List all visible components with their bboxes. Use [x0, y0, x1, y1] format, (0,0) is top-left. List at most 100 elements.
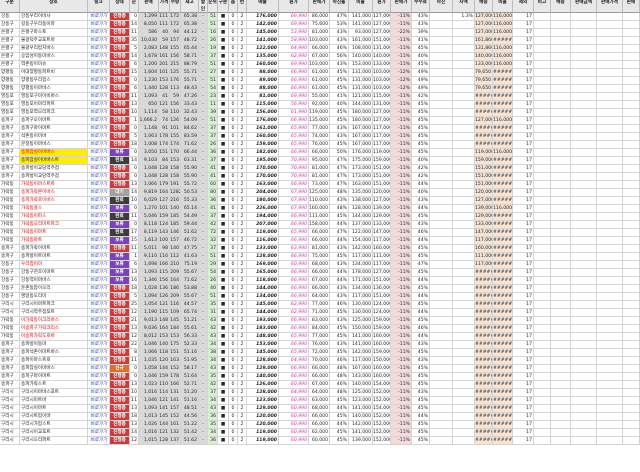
- cell-amount[interactable]: 176,000: [349, 149, 373, 157]
- cell-ratio[interactable]: 43: [208, 317, 218, 325]
- cell-margin2[interactable]: [430, 221, 453, 229]
- cell-revenue[interactable]: 89,000: [247, 77, 279, 85]
- cell-diff[interactable]: -11%: [391, 141, 412, 149]
- cell-price[interactable]: 110: [159, 381, 170, 389]
- cell-diff[interactable]: -11%: [391, 109, 412, 117]
- cell-empty[interactable]: [534, 165, 551, 173]
- cell-discount[interactable]: -: [199, 189, 208, 197]
- cell-discount[interactable]: -: [199, 349, 208, 357]
- cell-ratio[interactable]: 36: [208, 413, 218, 421]
- cell-empty[interactable]: [623, 221, 640, 229]
- cell-amount[interactable]: 117,000: [349, 357, 373, 365]
- cell-amount[interactable]: 161,000: [349, 37, 373, 45]
- cell-amount[interactable]: 140,000: [349, 53, 373, 61]
- cell-price[interactable]: 98: [159, 245, 170, 253]
- cell-cost[interactable]: 60,990: [279, 437, 309, 445]
- cell-number[interactable]: 2: [238, 269, 247, 277]
- cell-empty[interactable]: [534, 29, 551, 37]
- cell-stock[interactable]: 51.62: [181, 437, 199, 445]
- cell-empty[interactable]: [551, 157, 571, 165]
- cell-margin2[interactable]: [430, 253, 453, 261]
- cell-margin[interactable]: 40%: [330, 101, 349, 109]
- cell-qty[interactable]: 112: [170, 253, 181, 261]
- cell-ratio[interactable]: 43: [208, 333, 218, 341]
- cell-status-badge[interactable]: 진행중: [110, 413, 130, 421]
- cell-link[interactable]: 바로가기: [88, 437, 110, 445]
- cell-empty[interactable]: [571, 173, 597, 181]
- cell-count[interactable]: 17: [513, 373, 534, 381]
- cell-empty[interactable]: [571, 133, 597, 141]
- cell-margin[interactable]: 45%: [330, 85, 349, 93]
- cell-gap[interactable]: [453, 277, 475, 285]
- cell-amount[interactable]: 135,000: [349, 189, 373, 197]
- cell-store-name[interactable]: 둔촌동팜이오리: [20, 285, 88, 293]
- cell-gap[interactable]: [453, 261, 475, 269]
- cell-empty[interactable]: [623, 173, 640, 181]
- cell-qty[interactable]: 156: [170, 53, 181, 61]
- cell-empty[interactable]: [534, 413, 551, 421]
- cell-sales[interactable]: 1,200: [139, 61, 159, 69]
- cell-store-name[interactable]: 이가락동이크리바스: [20, 317, 88, 325]
- cell-margin[interactable]: 43%: [330, 341, 349, 349]
- cell-sale-price[interactable]: 81,000: [309, 245, 330, 253]
- cell-empty[interactable]: [623, 165, 640, 173]
- cell-amount[interactable]: 139,000: [349, 437, 373, 445]
- cell-empty[interactable]: [571, 165, 597, 173]
- cell-discount[interactable]: -: [199, 69, 208, 77]
- cell-empty[interactable]: [534, 101, 551, 109]
- cell-empty[interactable]: [534, 253, 551, 261]
- cell-number[interactable]: 2: [238, 261, 247, 269]
- cell-cost2[interactable]: 115,000: [373, 93, 391, 101]
- cell-empty[interactable]: [597, 69, 623, 77]
- cell-stock[interactable]: 33.43: [181, 101, 199, 109]
- cell-margin2[interactable]: [430, 85, 453, 93]
- cell-link[interactable]: 바로가기: [88, 93, 110, 101]
- cell-gap[interactable]: [453, 221, 475, 229]
- cell-fee[interactable]: 42%: [412, 93, 430, 101]
- cell-cost[interactable]: 65,990: [279, 333, 309, 341]
- column-header[interactable]: 매출: [247, 0, 279, 13]
- cell-price[interactable]: 91: [159, 125, 170, 133]
- cell-empty[interactable]: [571, 245, 597, 253]
- cell-cost[interactable]: 62,990: [279, 309, 309, 317]
- cell-gap[interactable]: [453, 293, 475, 301]
- cell-cost2[interactable]: 133,000: [373, 221, 391, 229]
- cell-diff[interactable]: -11%: [391, 413, 412, 421]
- cell-price[interactable]: 153: [159, 333, 170, 341]
- cell-rank[interactable]: 11: [130, 29, 139, 37]
- cell-flag[interactable]: ■: [218, 101, 229, 109]
- cell-qty[interactable]: 209: [170, 269, 181, 277]
- cell-rank[interactable]: 0: [130, 173, 139, 181]
- cell-rate[interactable]: #######: [493, 197, 513, 205]
- cell-status-badge[interactable]: 진행중: [110, 101, 130, 109]
- cell-shipping[interactable]: 151,000: [475, 181, 493, 189]
- cell-rate[interactable]: #######: [493, 213, 513, 221]
- cell-empty[interactable]: [534, 429, 551, 437]
- cell-discount[interactable]: -: [199, 197, 208, 205]
- cell-revenue[interactable]: 120,000: [247, 413, 279, 421]
- cell-cost[interactable]: 66,990: [279, 149, 309, 157]
- cell-stock[interactable]: 52.71: [181, 381, 199, 389]
- cell-district[interactable]: 송파구: [0, 253, 20, 261]
- cell-empty[interactable]: [534, 53, 551, 61]
- cell-sale-price[interactable]: 60,000: [309, 437, 330, 445]
- cell-number[interactable]: 2: [238, 173, 247, 181]
- cell-empty[interactable]: [534, 189, 551, 197]
- cell-shipping[interactable]: 127,000: [475, 197, 493, 205]
- cell-stock[interactable]: 41.63: [181, 253, 199, 261]
- cell-rank[interactable]: 8: [130, 349, 139, 357]
- cell-empty[interactable]: [551, 429, 571, 437]
- cell-gap[interactable]: [453, 253, 475, 261]
- cell-empty[interactable]: [534, 325, 551, 333]
- cell-margin[interactable]: 45%: [330, 77, 349, 85]
- cell-empty[interactable]: [551, 437, 571, 445]
- cell-diff[interactable]: -11%: [391, 181, 412, 189]
- cell-store-name[interactable]: 석촌동이미바: [20, 133, 88, 141]
- cell-qty[interactable]: 172: [170, 21, 181, 29]
- cell-stock[interactable]: 44.56: [181, 413, 199, 421]
- cell-option[interactable]: 0: [229, 437, 238, 445]
- cell-link[interactable]: 바로가기: [88, 293, 110, 301]
- cell-stock[interactable]: 71.62: [181, 277, 199, 285]
- cell-count[interactable]: 17: [513, 181, 534, 189]
- cell-fee[interactable]: 44%: [412, 293, 430, 301]
